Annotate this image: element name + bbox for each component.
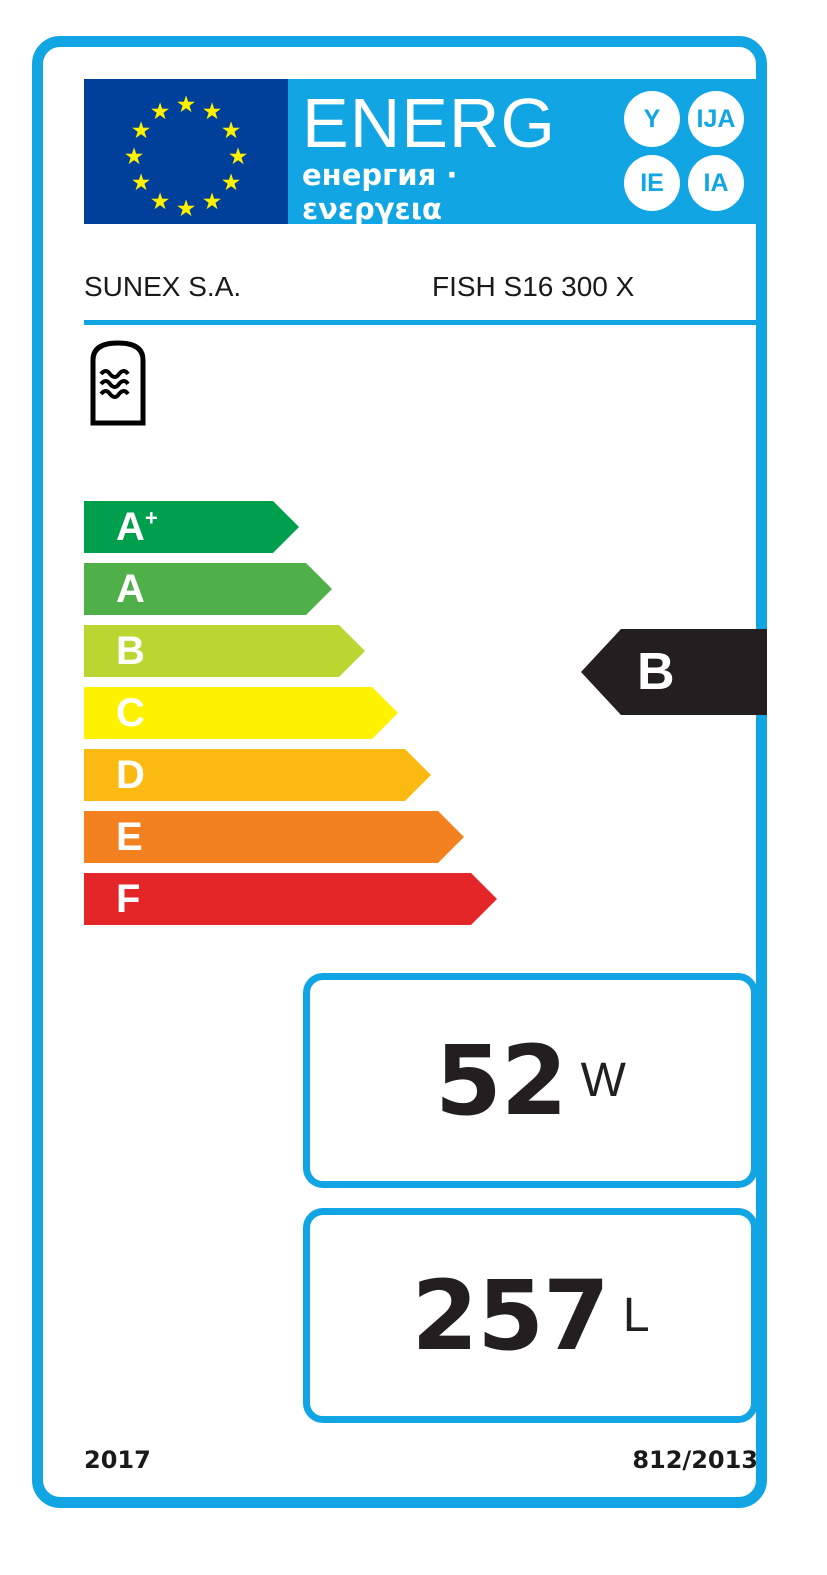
scale-label-b: B [116,625,145,677]
language-circle-ie: IE [624,155,680,211]
eu-star-glyph: ★ [175,195,197,221]
scale-arrow-b [84,625,365,677]
scale-row-e: E [84,811,464,863]
eu-star-glyph: ★ [201,188,223,214]
scale-row-f: F [84,873,497,925]
scale-arrow-f [84,873,497,925]
eu-star-glyph: ★ [175,91,197,117]
model-identifier: FISH S16 300 X [432,271,635,302]
scale-letter-text: C [116,691,145,735]
energ-wordmark-group: ENERG енергия · ενεργεια [302,88,587,226]
water-storage-tank-svg [90,340,146,426]
label-year: 2017 [84,1446,151,1474]
scale-letter-sup: + [144,505,158,531]
scale-label-c: C [116,687,145,739]
scale-letter-text: B [116,629,145,673]
language-circle-ija: IJA [688,91,744,147]
scale-letter-text: A [116,505,145,549]
identification-row: SUNEX S.A. FISH S16 300 X [84,271,756,321]
energ-subtitle: енергия · ενεργεια [302,158,458,226]
scale-row-b: B [84,625,365,677]
label-frame: ★ ★ ★ ★ ★ ★ ★ ★ ★ ★ ★ ★ ENERG енергия · … [32,36,767,1508]
storage-volume-unit: L [622,1288,650,1342]
eu-star-glyph: ★ [220,117,242,143]
scale-arrow-a-plus [84,501,299,553]
eu-star-glyph: ★ [201,98,223,124]
eu-star-glyph: ★ [227,143,249,169]
scale-label-a-plus: A+ [116,501,158,553]
standing-loss-value: 52 [435,1024,568,1137]
scale-label-a: A [116,563,145,615]
eu-star-glyph: ★ [149,188,171,214]
water-storage-tank-icon [88,338,148,428]
scale-arrow-e [84,811,464,863]
scale-label-e: E [116,811,143,863]
scale-row-d: D [84,749,431,801]
scale-label-d: D [116,749,145,801]
scale-letter-text: D [116,753,145,797]
standing-loss-box: 52 W [303,973,758,1188]
eu-star-glyph: ★ [130,117,152,143]
regulation-number: 812/2013 [632,1446,758,1474]
rating-class-letter: B [637,643,675,701]
scale-label-f: F [116,873,140,925]
energ-band: ENERG енергия · ενεργεια Y IJA IE IA [288,79,756,226]
scale-letter-text: A [116,567,145,611]
language-circle-y: Y [624,91,680,147]
eu-star-glyph: ★ [130,169,152,195]
rating-arrow: B [581,625,767,719]
scale-letter-text: E [116,815,143,859]
supplier-name: SUNEX S.A. [84,271,242,302]
eu-star-glyph: ★ [123,143,145,169]
storage-volume-box: 257 L [303,1208,758,1423]
standing-loss-unit: W [580,1053,626,1107]
scale-arrow-c [84,687,398,739]
identification-divider [84,320,758,325]
energ-wordmark: ENERG [302,84,556,162]
label-footer: 2017 812/2013 [84,1446,758,1480]
eu-star-glyph: ★ [149,98,171,124]
energ-language-circles: Y IJA IE IA [624,91,748,213]
scale-letter-text: F [116,877,141,921]
scale-row-c: C [84,687,398,739]
rating-arrow-svg [581,629,767,715]
label-header: ★ ★ ★ ★ ★ ★ ★ ★ ★ ★ ★ ★ ENERG енергия · … [84,79,756,226]
language-circle-ia: IA [688,155,744,211]
energy-class-scale: A+ A B C [84,501,514,925]
scale-arrow-d [84,749,431,801]
scale-row-a-plus: A+ [84,501,299,553]
scale-arrow-a [84,563,332,615]
eu-flag: ★ ★ ★ ★ ★ ★ ★ ★ ★ ★ ★ ★ [84,79,288,224]
eu-star-glyph: ★ [220,169,242,195]
scale-row-a: A [84,563,332,615]
storage-volume-value: 257 [411,1259,609,1372]
